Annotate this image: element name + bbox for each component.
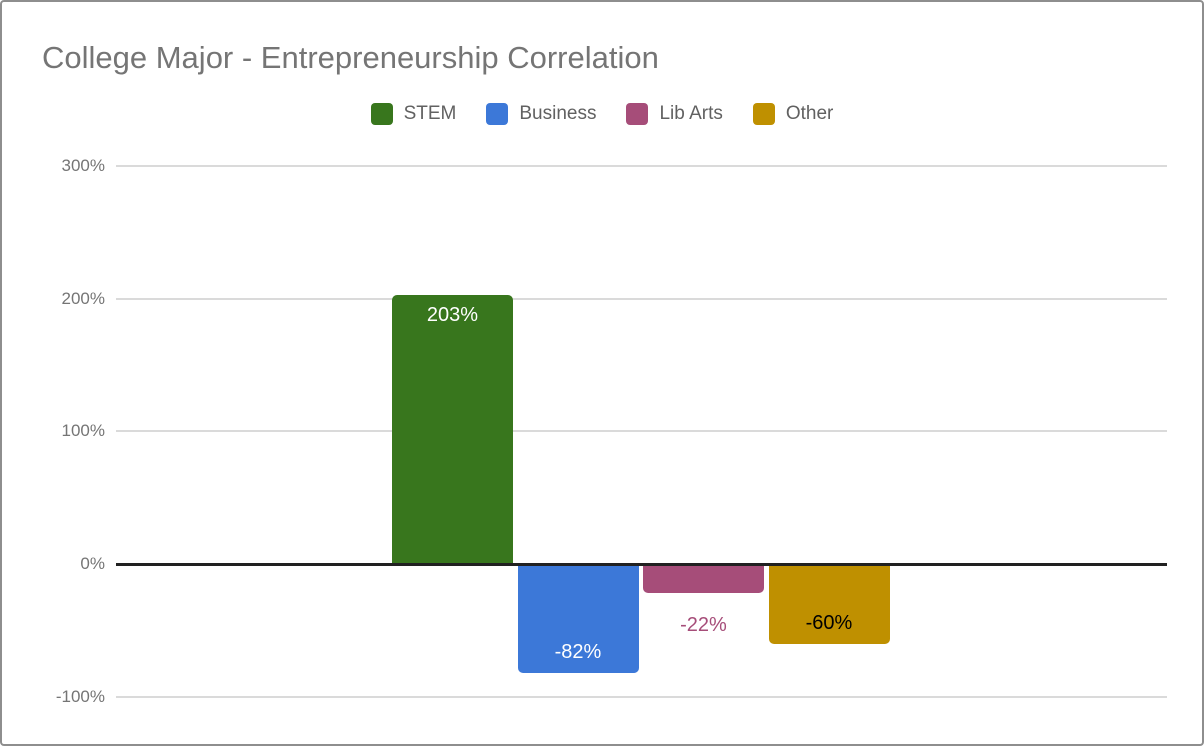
chart-title: College Major - Entrepreneurship Correla… xyxy=(42,40,659,75)
bar-business xyxy=(517,564,639,673)
gridline-300 xyxy=(116,164,1167,167)
legend-item-other: Other xyxy=(752,103,834,125)
legend-swatch-lib-arts xyxy=(626,103,649,125)
bar-value-label-stem: 203% xyxy=(426,303,479,326)
ytick-label-0: 0% xyxy=(80,554,105,573)
bar-value-label-other: -60% xyxy=(805,611,853,634)
bar-value-label-business: -82% xyxy=(554,640,602,663)
bar-other xyxy=(768,564,890,644)
legend-swatch-other xyxy=(752,103,775,125)
legend-label-other: Other xyxy=(785,103,834,124)
chart-legend: STEM Business Lib Arts Other xyxy=(2,103,1202,125)
zero-axis-line-0 xyxy=(116,562,1167,566)
gridline--100 xyxy=(116,695,1167,698)
ytick-label--100: -100% xyxy=(55,686,105,706)
gridline-200 xyxy=(116,297,1167,300)
legend-swatch-stem xyxy=(370,103,393,125)
legend-label-business: Business xyxy=(519,103,597,124)
legend-label-lib-arts: Lib Arts xyxy=(659,103,723,124)
legend-label-stem: STEM xyxy=(403,103,457,124)
ytick-label-200: 200% xyxy=(61,288,105,308)
bar-lib-arts xyxy=(643,564,764,594)
gridline-100 xyxy=(116,430,1167,433)
bar-stem xyxy=(392,294,513,564)
bar-value-label-lib-arts: -22% xyxy=(680,614,727,637)
ytick-label-100: 100% xyxy=(61,421,105,441)
legend-swatch-business xyxy=(486,103,509,125)
legend-item-stem: STEM xyxy=(370,103,457,125)
legend-item-business: Business xyxy=(486,103,596,125)
ytick-label-300: 300% xyxy=(61,155,105,175)
legend-item-lib-arts: Lib Arts xyxy=(626,103,723,125)
